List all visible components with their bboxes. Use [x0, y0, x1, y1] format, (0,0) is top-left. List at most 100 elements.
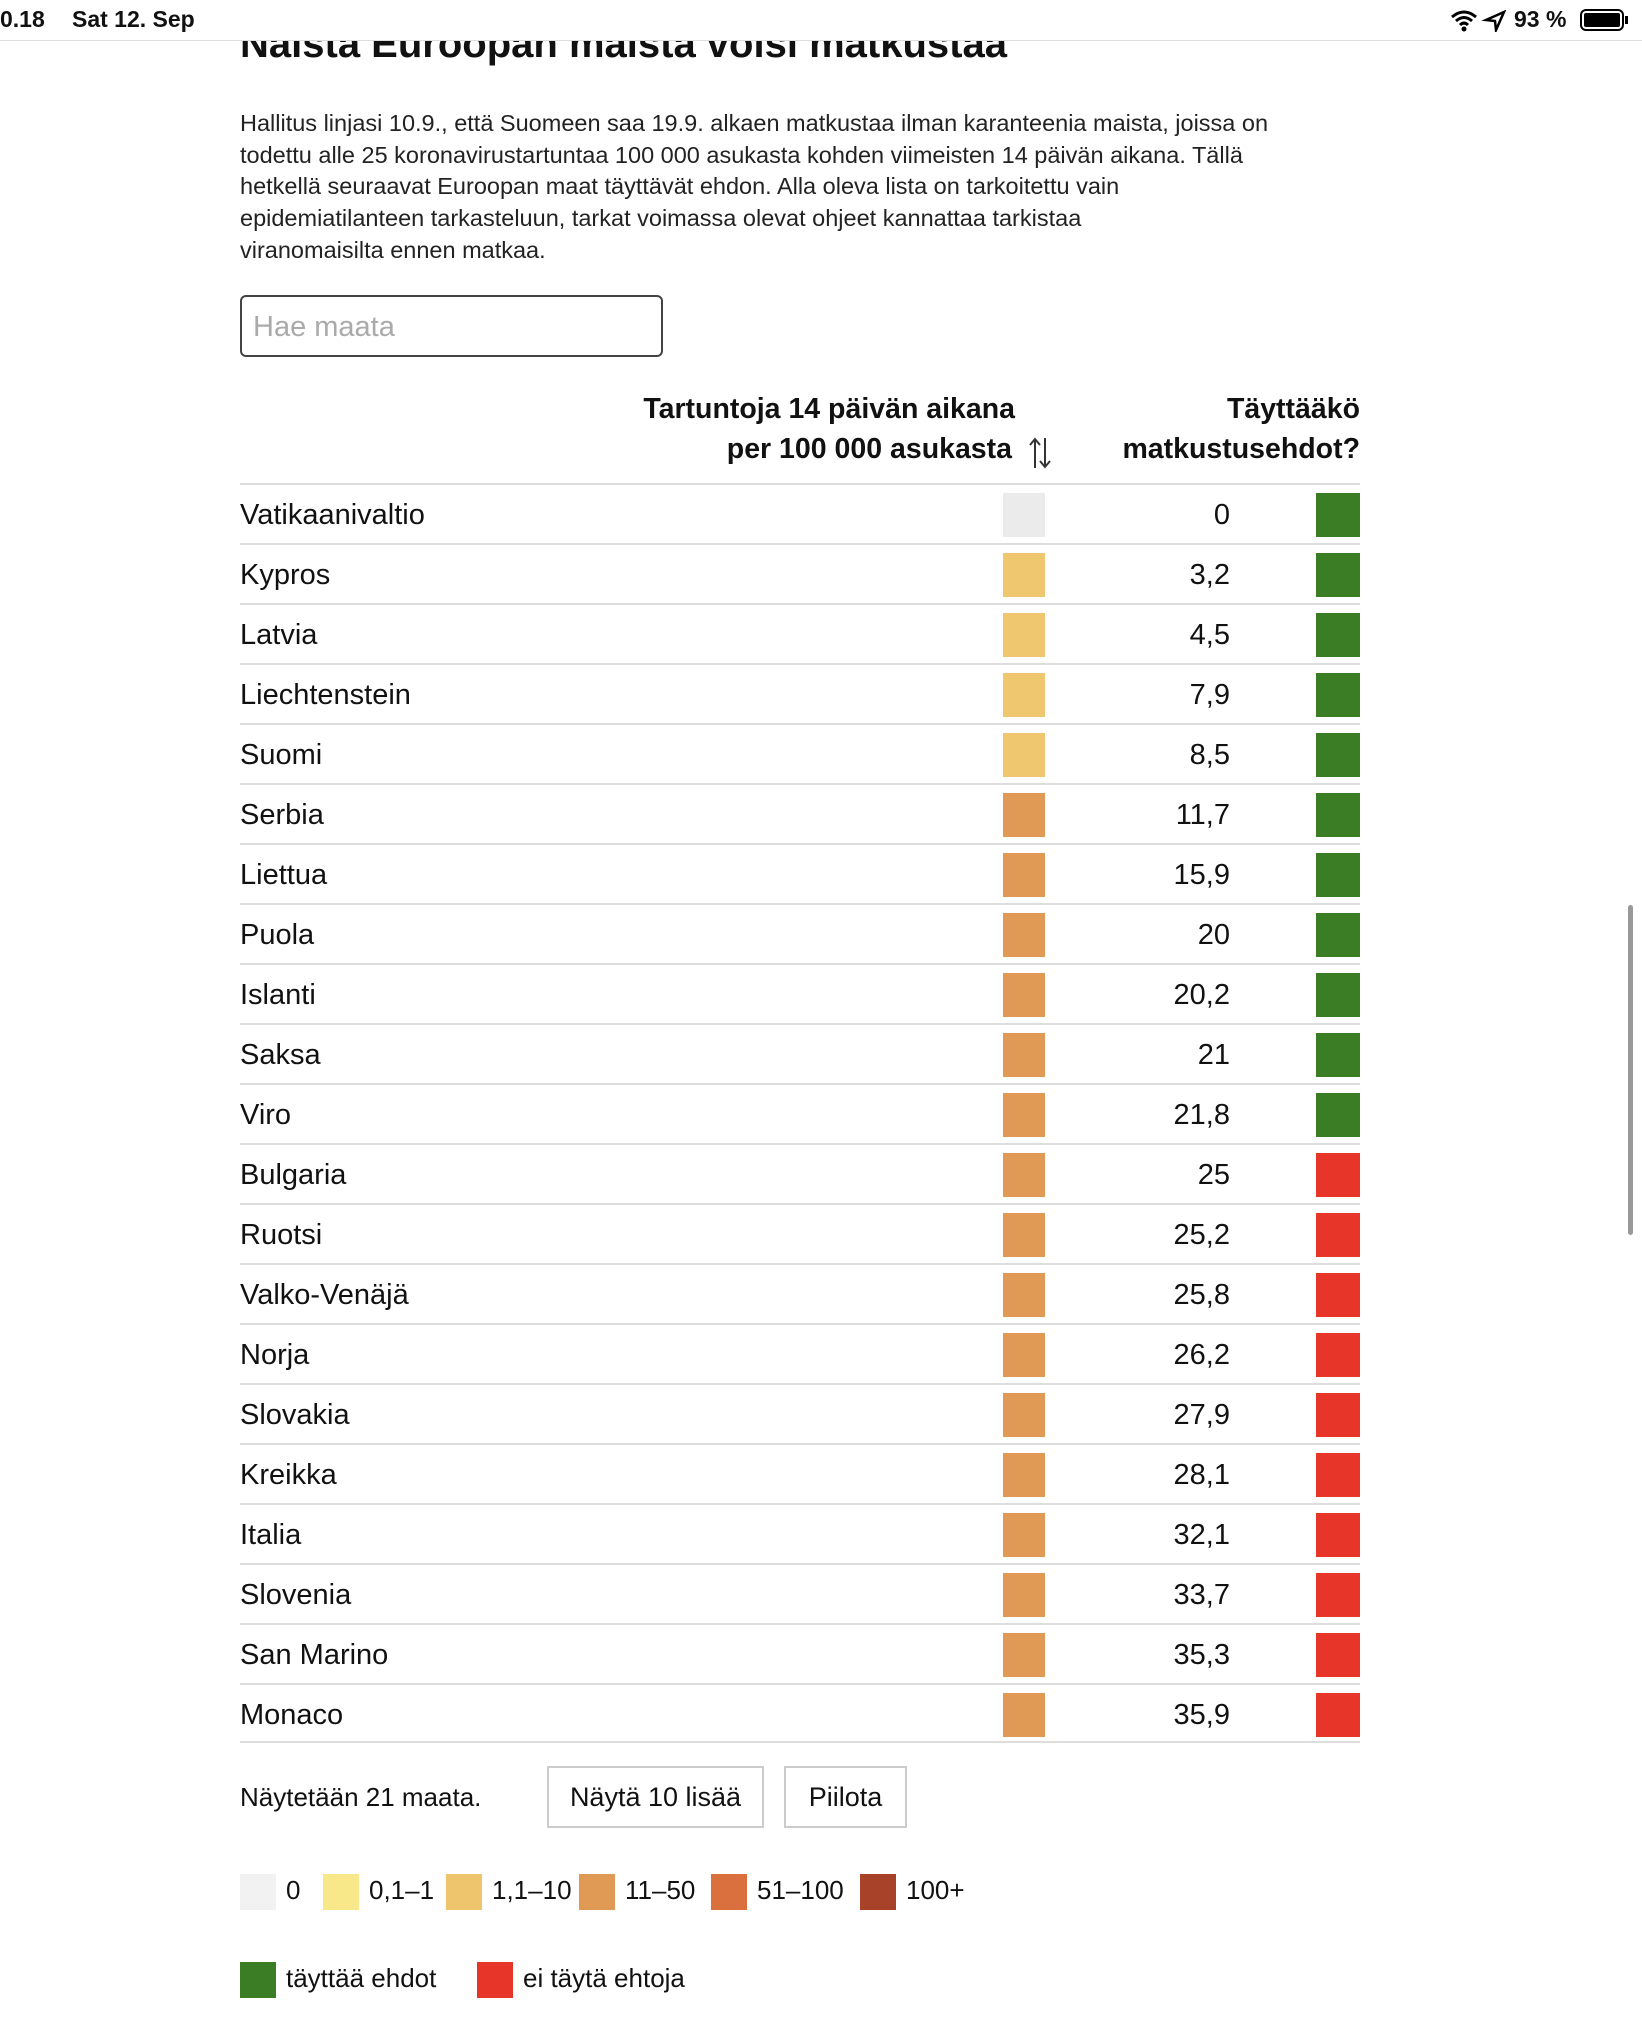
status-bar: 0.18 Sat 12. Sep 93 %: [0, 0, 1642, 41]
case-rate: 15,9: [1173, 859, 1230, 891]
case-rate: 7,9: [1189, 679, 1230, 711]
status-square: [1316, 673, 1360, 717]
table-row: Serbia 11,7: [240, 783, 1360, 845]
sort-icon[interactable]: [1028, 436, 1052, 470]
table-row: Bulgaria 25: [240, 1143, 1360, 1205]
legend-item: ei täytä ehtoja: [477, 1962, 685, 1998]
rate-swatch: [1003, 733, 1045, 777]
column-header: Tartuntoja 14 päivän aikana: [643, 393, 1015, 425]
status-square: [1316, 913, 1360, 957]
rate-swatch: [1003, 1513, 1045, 1557]
legend-item: 0: [240, 1874, 300, 1910]
legend-label: 11–50: [625, 1874, 696, 1905]
table-row: Slovakia 27,9: [240, 1383, 1360, 1445]
rate-swatch: [1003, 1033, 1045, 1077]
legend-swatch: [323, 1874, 359, 1910]
country-name: Slovakia: [240, 1399, 350, 1431]
country-name: Serbia: [240, 799, 324, 831]
table-row: Suomi 8,5: [240, 723, 1360, 785]
case-rate: 20,2: [1173, 979, 1230, 1011]
table-row: Slovenia 33,7: [240, 1563, 1360, 1625]
legend-swatch: [860, 1874, 896, 1910]
count-text: Näytetään 21 maata.: [240, 1782, 482, 1812]
case-rate: 8,5: [1189, 739, 1230, 771]
case-rate: 33,7: [1173, 1579, 1230, 1611]
rate-swatch: [1003, 1213, 1045, 1257]
hide-button[interactable]: Piilota: [784, 1766, 907, 1828]
legend-swatch: [477, 1962, 513, 1998]
case-rate: 21: [1197, 1039, 1230, 1071]
legend-label: 0: [286, 1874, 301, 1905]
intro-line: viranomaisilta ennen matkaa.: [240, 236, 546, 263]
case-rate: 35,9: [1173, 1699, 1230, 1731]
battery-icon: [1580, 9, 1628, 31]
column-header: matkustusehdot?: [1122, 433, 1360, 465]
legend-item: 100+: [860, 1874, 965, 1910]
case-rate: 3,2: [1189, 559, 1230, 591]
country-name: Kypros: [240, 559, 331, 591]
table-row: Islanti 20,2: [240, 963, 1360, 1025]
show-more-button[interactable]: Näytä 10 lisää: [547, 1766, 764, 1828]
status-square: [1316, 1213, 1360, 1257]
rate-swatch: [1003, 1693, 1045, 1737]
table-bottom-rule: [240, 1741, 1360, 1743]
legend-label: 100+: [906, 1874, 965, 1905]
country-name: Puola: [240, 919, 315, 951]
table-row: Kypros 3,2: [240, 543, 1360, 605]
search-input[interactable]: Hae maata: [240, 295, 663, 357]
country-name: Norja: [240, 1339, 310, 1371]
case-rate: 27,9: [1173, 1399, 1230, 1431]
legend-label: 1,1–10: [492, 1874, 572, 1905]
case-rate: 32,1: [1173, 1519, 1230, 1551]
table-row: Norja 26,2: [240, 1323, 1360, 1385]
table-row: Liechtenstein 7,9: [240, 663, 1360, 725]
rate-swatch: [1003, 1273, 1045, 1317]
country-name: Slovenia: [240, 1579, 352, 1611]
status-square: [1316, 1513, 1360, 1557]
table-row: Italia 32,1: [240, 1503, 1360, 1565]
status-square: [1316, 1033, 1360, 1077]
legend-swatch: [579, 1874, 615, 1910]
case-rate: 25,2: [1173, 1219, 1230, 1251]
rate-swatch: [1003, 553, 1045, 597]
country-name: Bulgaria: [240, 1159, 347, 1191]
case-rate: 21,8: [1173, 1099, 1230, 1131]
rate-swatch: [1003, 913, 1045, 957]
column-header: per 100 000 asukasta: [726, 433, 1012, 465]
country-name: Kreikka: [240, 1459, 337, 1491]
status-square: [1316, 973, 1360, 1017]
rate-swatch: [1003, 1333, 1045, 1377]
legend-swatch: [446, 1874, 482, 1910]
legend-label: 0,1–1: [369, 1874, 435, 1905]
table-row: Latvia 4,5: [240, 603, 1360, 665]
status-square: [1316, 1153, 1360, 1197]
country-name: Viro: [240, 1099, 292, 1131]
table-row: Liettua 15,9: [240, 843, 1360, 905]
intro-line: epidemiatilanteen tarkasteluun, tarkat v…: [240, 205, 1082, 232]
case-rate: 11,7: [1175, 799, 1230, 831]
time: 0.18: [0, 6, 45, 32]
table-row: Valko-Venäjä 25,8: [240, 1263, 1360, 1325]
search-placeholder: Hae maata: [253, 311, 395, 343]
case-rate: 35,3: [1173, 1639, 1230, 1671]
country-name: Liechtenstein: [240, 679, 411, 711]
status-square: [1316, 1453, 1360, 1497]
rate-swatch: [1003, 1453, 1045, 1497]
legend-item: täyttää ehdot: [240, 1962, 436, 1998]
status-square: [1316, 1633, 1360, 1677]
rate-swatch: [1003, 1633, 1045, 1677]
rate-swatch: [1003, 493, 1045, 537]
table-row: Viro 21,8: [240, 1083, 1360, 1145]
table-row: Monaco 35,9: [240, 1683, 1360, 1745]
country-name: Saksa: [240, 1039, 321, 1071]
status-square: [1316, 1333, 1360, 1377]
table-row: Puola 20: [240, 903, 1360, 965]
status-square: [1316, 853, 1360, 897]
status-square: [1316, 493, 1360, 537]
status-square: [1316, 1093, 1360, 1137]
case-rate: 26,2: [1173, 1339, 1230, 1371]
legend-swatch: [240, 1874, 276, 1910]
legend-label: täyttää ehdot: [286, 1962, 437, 1993]
legend-swatch: [711, 1874, 747, 1910]
country-name: Vatikaanivaltio: [240, 499, 425, 531]
